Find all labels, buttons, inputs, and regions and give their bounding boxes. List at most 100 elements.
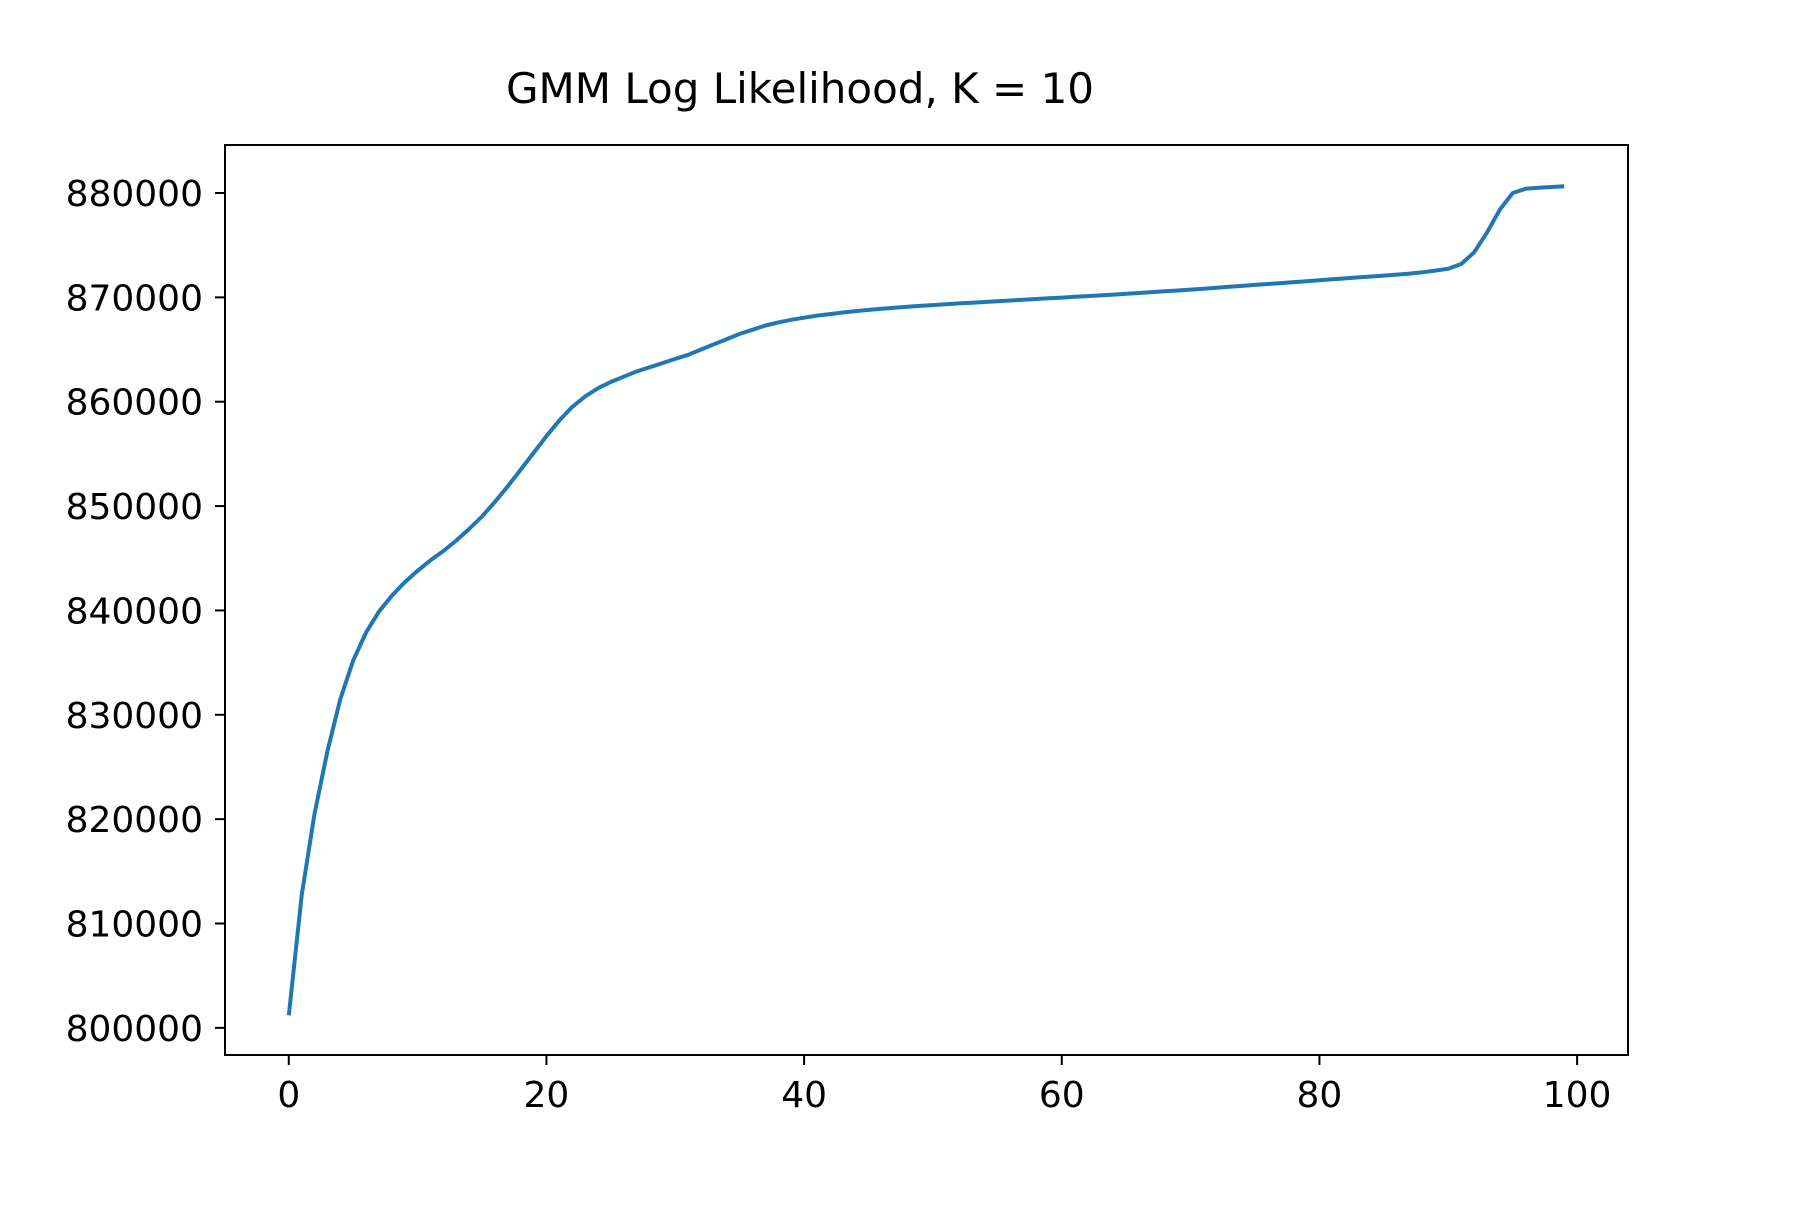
data-point bbox=[1421, 270, 1425, 274]
data-point bbox=[1266, 282, 1270, 286]
data-point bbox=[1292, 280, 1296, 284]
data-point bbox=[970, 301, 974, 305]
data-point bbox=[944, 302, 948, 306]
data-point bbox=[1034, 297, 1038, 301]
data-point bbox=[1176, 289, 1180, 293]
x-tick-label: 60 bbox=[1039, 1075, 1085, 1116]
data-point bbox=[1240, 284, 1244, 288]
data-point bbox=[815, 314, 819, 318]
y-tick-label: 860000 bbox=[66, 383, 203, 424]
data-point bbox=[300, 893, 304, 897]
data-point bbox=[325, 749, 329, 753]
data-point bbox=[764, 324, 768, 328]
data-point bbox=[596, 386, 600, 390]
data-point bbox=[995, 299, 999, 303]
data-point bbox=[841, 311, 845, 315]
data-point bbox=[776, 320, 780, 324]
data-point bbox=[673, 357, 677, 361]
data-point bbox=[1382, 274, 1386, 278]
data-point bbox=[1111, 293, 1115, 297]
x-tick-label: 0 bbox=[277, 1075, 300, 1116]
data-point bbox=[892, 306, 896, 310]
data-point bbox=[1562, 184, 1566, 188]
data-point bbox=[1214, 286, 1218, 290]
data-point bbox=[983, 300, 987, 304]
x-tick-label: 80 bbox=[1297, 1075, 1343, 1116]
data-point bbox=[544, 434, 548, 438]
y-tick-label: 840000 bbox=[66, 591, 203, 632]
data-point bbox=[1305, 279, 1309, 283]
data-point bbox=[377, 610, 381, 614]
data-point bbox=[287, 1013, 291, 1017]
data-point bbox=[493, 500, 497, 504]
data-point bbox=[1446, 267, 1450, 271]
x-axis: 0 20 40 60 80 100 bbox=[277, 1055, 1611, 1116]
data-point bbox=[364, 630, 368, 634]
data-point bbox=[570, 405, 574, 409]
data-point bbox=[1343, 276, 1347, 280]
data-point bbox=[390, 594, 394, 598]
data-point bbox=[1073, 295, 1077, 299]
data-point bbox=[1330, 277, 1334, 281]
data-point bbox=[454, 539, 458, 543]
data-point bbox=[699, 348, 703, 352]
data-point bbox=[635, 370, 639, 374]
data-point bbox=[1511, 191, 1515, 195]
y-tick-label: 870000 bbox=[66, 278, 203, 319]
data-point bbox=[1279, 281, 1283, 285]
data-point bbox=[1086, 294, 1090, 298]
data-point bbox=[480, 515, 484, 519]
x-tick-label: 100 bbox=[1543, 1075, 1612, 1116]
data-point bbox=[789, 318, 793, 322]
data-point bbox=[429, 558, 433, 562]
data-point bbox=[931, 303, 935, 307]
data-point bbox=[622, 375, 626, 379]
data-point bbox=[1537, 186, 1541, 190]
data-point bbox=[506, 484, 510, 488]
data-point bbox=[867, 308, 871, 312]
data-point bbox=[467, 527, 471, 531]
data-point bbox=[879, 307, 883, 311]
data-point bbox=[1202, 287, 1206, 291]
y-axis: 800000 810000 820000 830000 840000 850000 8600… bbox=[66, 174, 225, 1050]
data-point bbox=[1008, 299, 1012, 303]
data-point bbox=[918, 304, 922, 308]
data-point bbox=[751, 328, 755, 332]
data-point bbox=[1189, 288, 1193, 292]
data-point bbox=[1253, 283, 1257, 287]
y-tick-label: 830000 bbox=[66, 696, 203, 737]
data-point bbox=[725, 337, 729, 341]
data-point bbox=[532, 451, 536, 455]
data-point bbox=[854, 309, 858, 313]
data-point bbox=[802, 316, 806, 320]
data-point bbox=[1369, 275, 1373, 279]
data-point bbox=[1317, 278, 1321, 282]
y-tick-label: 810000 bbox=[66, 905, 203, 946]
data-point bbox=[1395, 273, 1399, 277]
data-point bbox=[1124, 292, 1128, 296]
data-point bbox=[1150, 290, 1154, 294]
data-point bbox=[712, 342, 716, 346]
data-point bbox=[660, 361, 664, 365]
data-point bbox=[338, 697, 342, 701]
data-point bbox=[416, 569, 420, 573]
data-point bbox=[1408, 272, 1412, 276]
data-point bbox=[1356, 275, 1360, 279]
data-point bbox=[1227, 285, 1231, 289]
data-point bbox=[1524, 187, 1528, 191]
data-point bbox=[1137, 291, 1141, 295]
x-tick-label: 20 bbox=[524, 1075, 570, 1116]
data-point bbox=[648, 365, 652, 369]
data-point bbox=[1021, 298, 1025, 302]
data-point bbox=[313, 812, 317, 816]
data-point bbox=[583, 395, 587, 399]
y-tick-label: 800000 bbox=[66, 1009, 203, 1050]
data-point bbox=[1549, 185, 1553, 189]
data-point bbox=[441, 549, 445, 553]
data-point bbox=[351, 659, 355, 663]
data-point bbox=[828, 312, 832, 316]
data-point bbox=[609, 380, 613, 384]
y-tick-label: 820000 bbox=[66, 800, 203, 841]
